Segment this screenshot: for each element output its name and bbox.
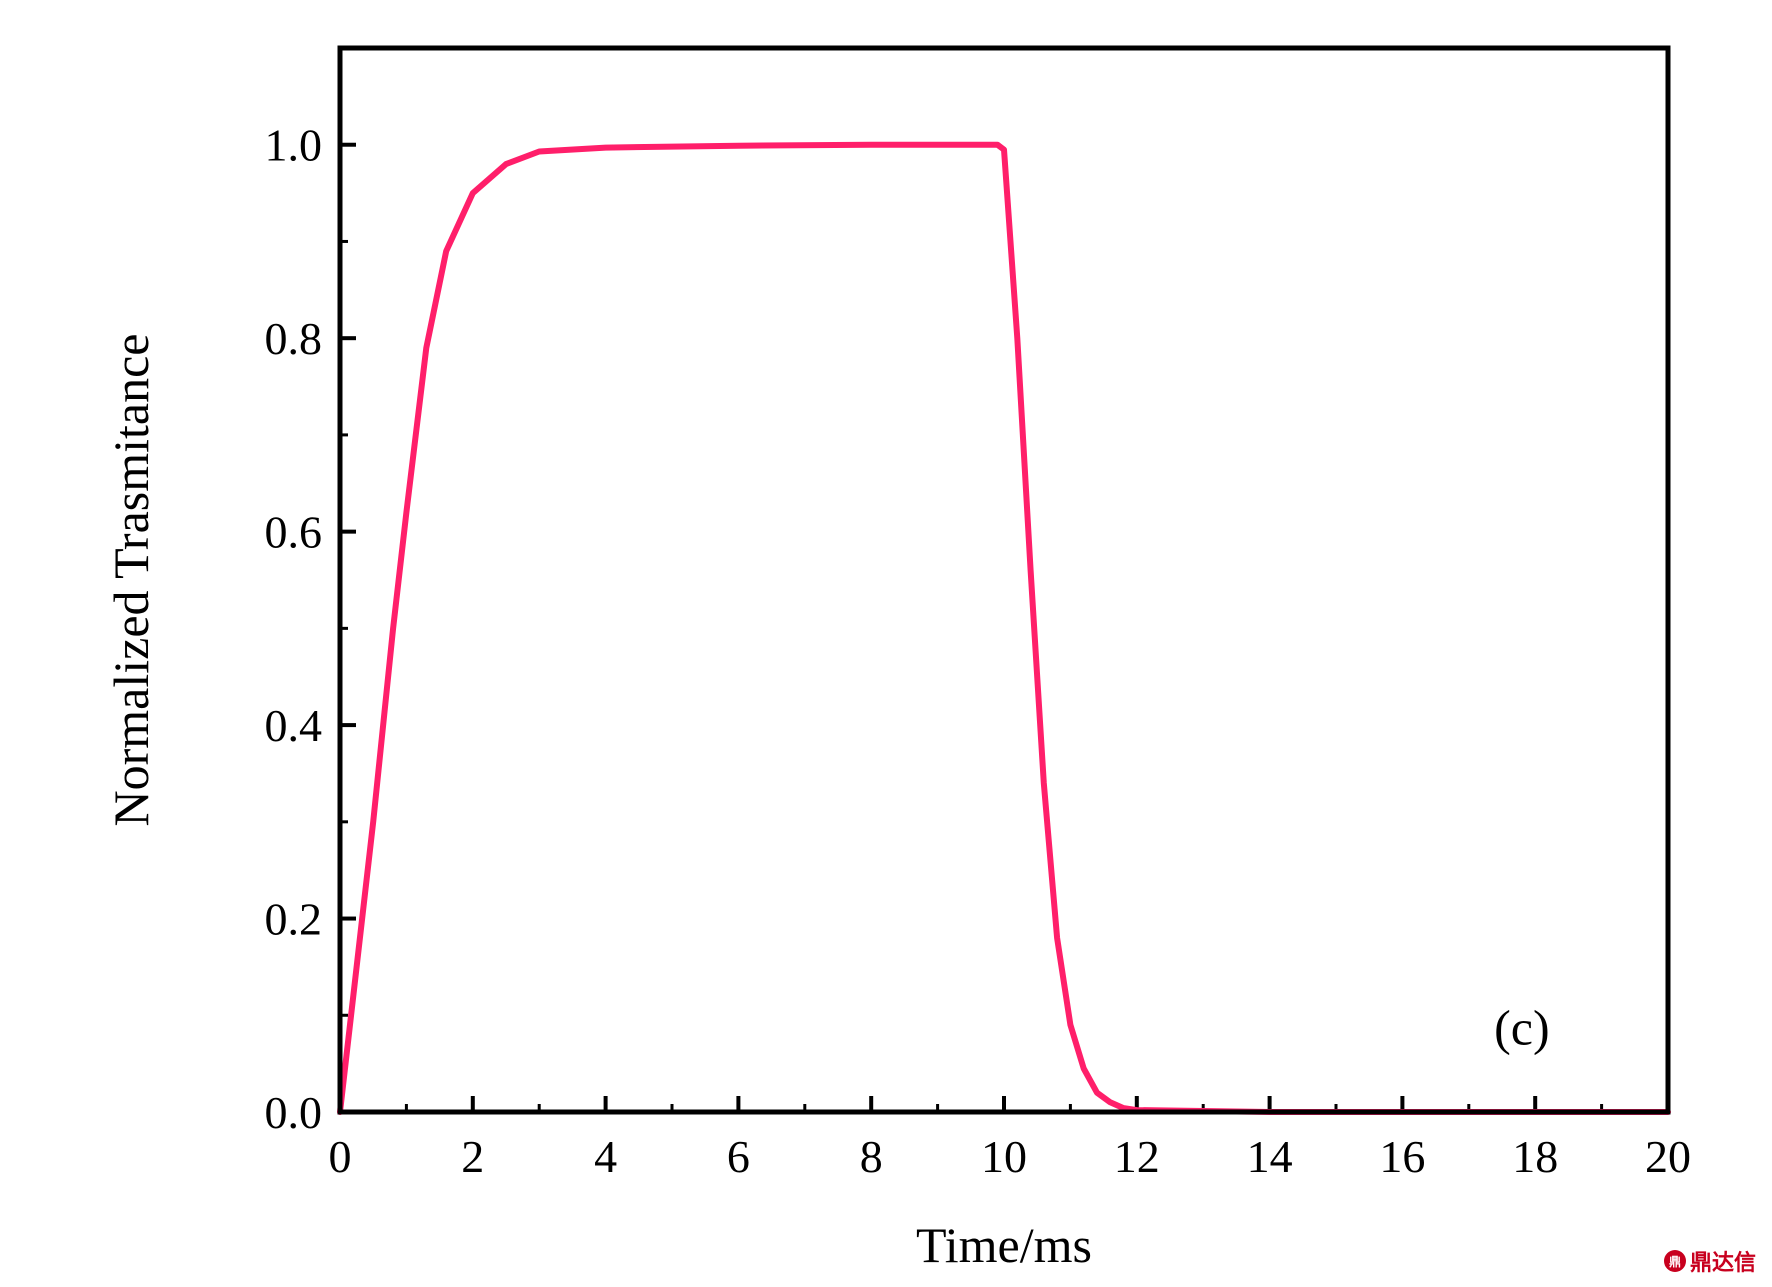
axis-ticks [338,142,1670,1114]
x-tick-label: 20 [1645,1131,1691,1182]
x-tick-label: 16 [1379,1131,1425,1182]
publisher-logo-icon: 鼎 [1663,1250,1686,1272]
y-axis-title: Normalized Trasmitance [103,334,159,827]
panel-label: (c) [1494,999,1550,1055]
x-tick-label: 6 [727,1131,750,1182]
y-tick-label: 0.4 [265,700,323,751]
x-tick-label: 2 [461,1131,484,1182]
x-tick-label: 4 [594,1131,617,1182]
y-tick-label: 0.2 [265,894,323,945]
x-tick-label: 10 [981,1131,1027,1182]
y-tick-labels: 0.0 0.2 0.4 0.6 0.8 1.0 [265,120,323,1138]
x-tick-label: 18 [1512,1131,1558,1182]
publisher-name: 鼎达信 [1689,1251,1756,1276]
x-axis-title: Time/ms [916,1217,1092,1273]
y-tick-label: 0.8 [265,313,323,364]
publisher-watermark: 鼎 鼎达信 [1663,1245,1756,1277]
x-tick-label: 12 [1114,1131,1160,1182]
y-tick-label: 0.0 [265,1087,323,1138]
x-tick-labels: 0 2 4 6 8 10 12 14 16 18 20 [329,1131,1692,1182]
x-tick-label: 14 [1247,1131,1293,1182]
y-tick-label: 1.0 [265,120,323,171]
y-tick-label: 0.6 [265,507,323,558]
plot-frame [337,45,1671,1115]
x-tick-label: 0 [329,1131,352,1182]
series-line [337,141,1671,1115]
x-tick-label: 8 [860,1131,883,1182]
